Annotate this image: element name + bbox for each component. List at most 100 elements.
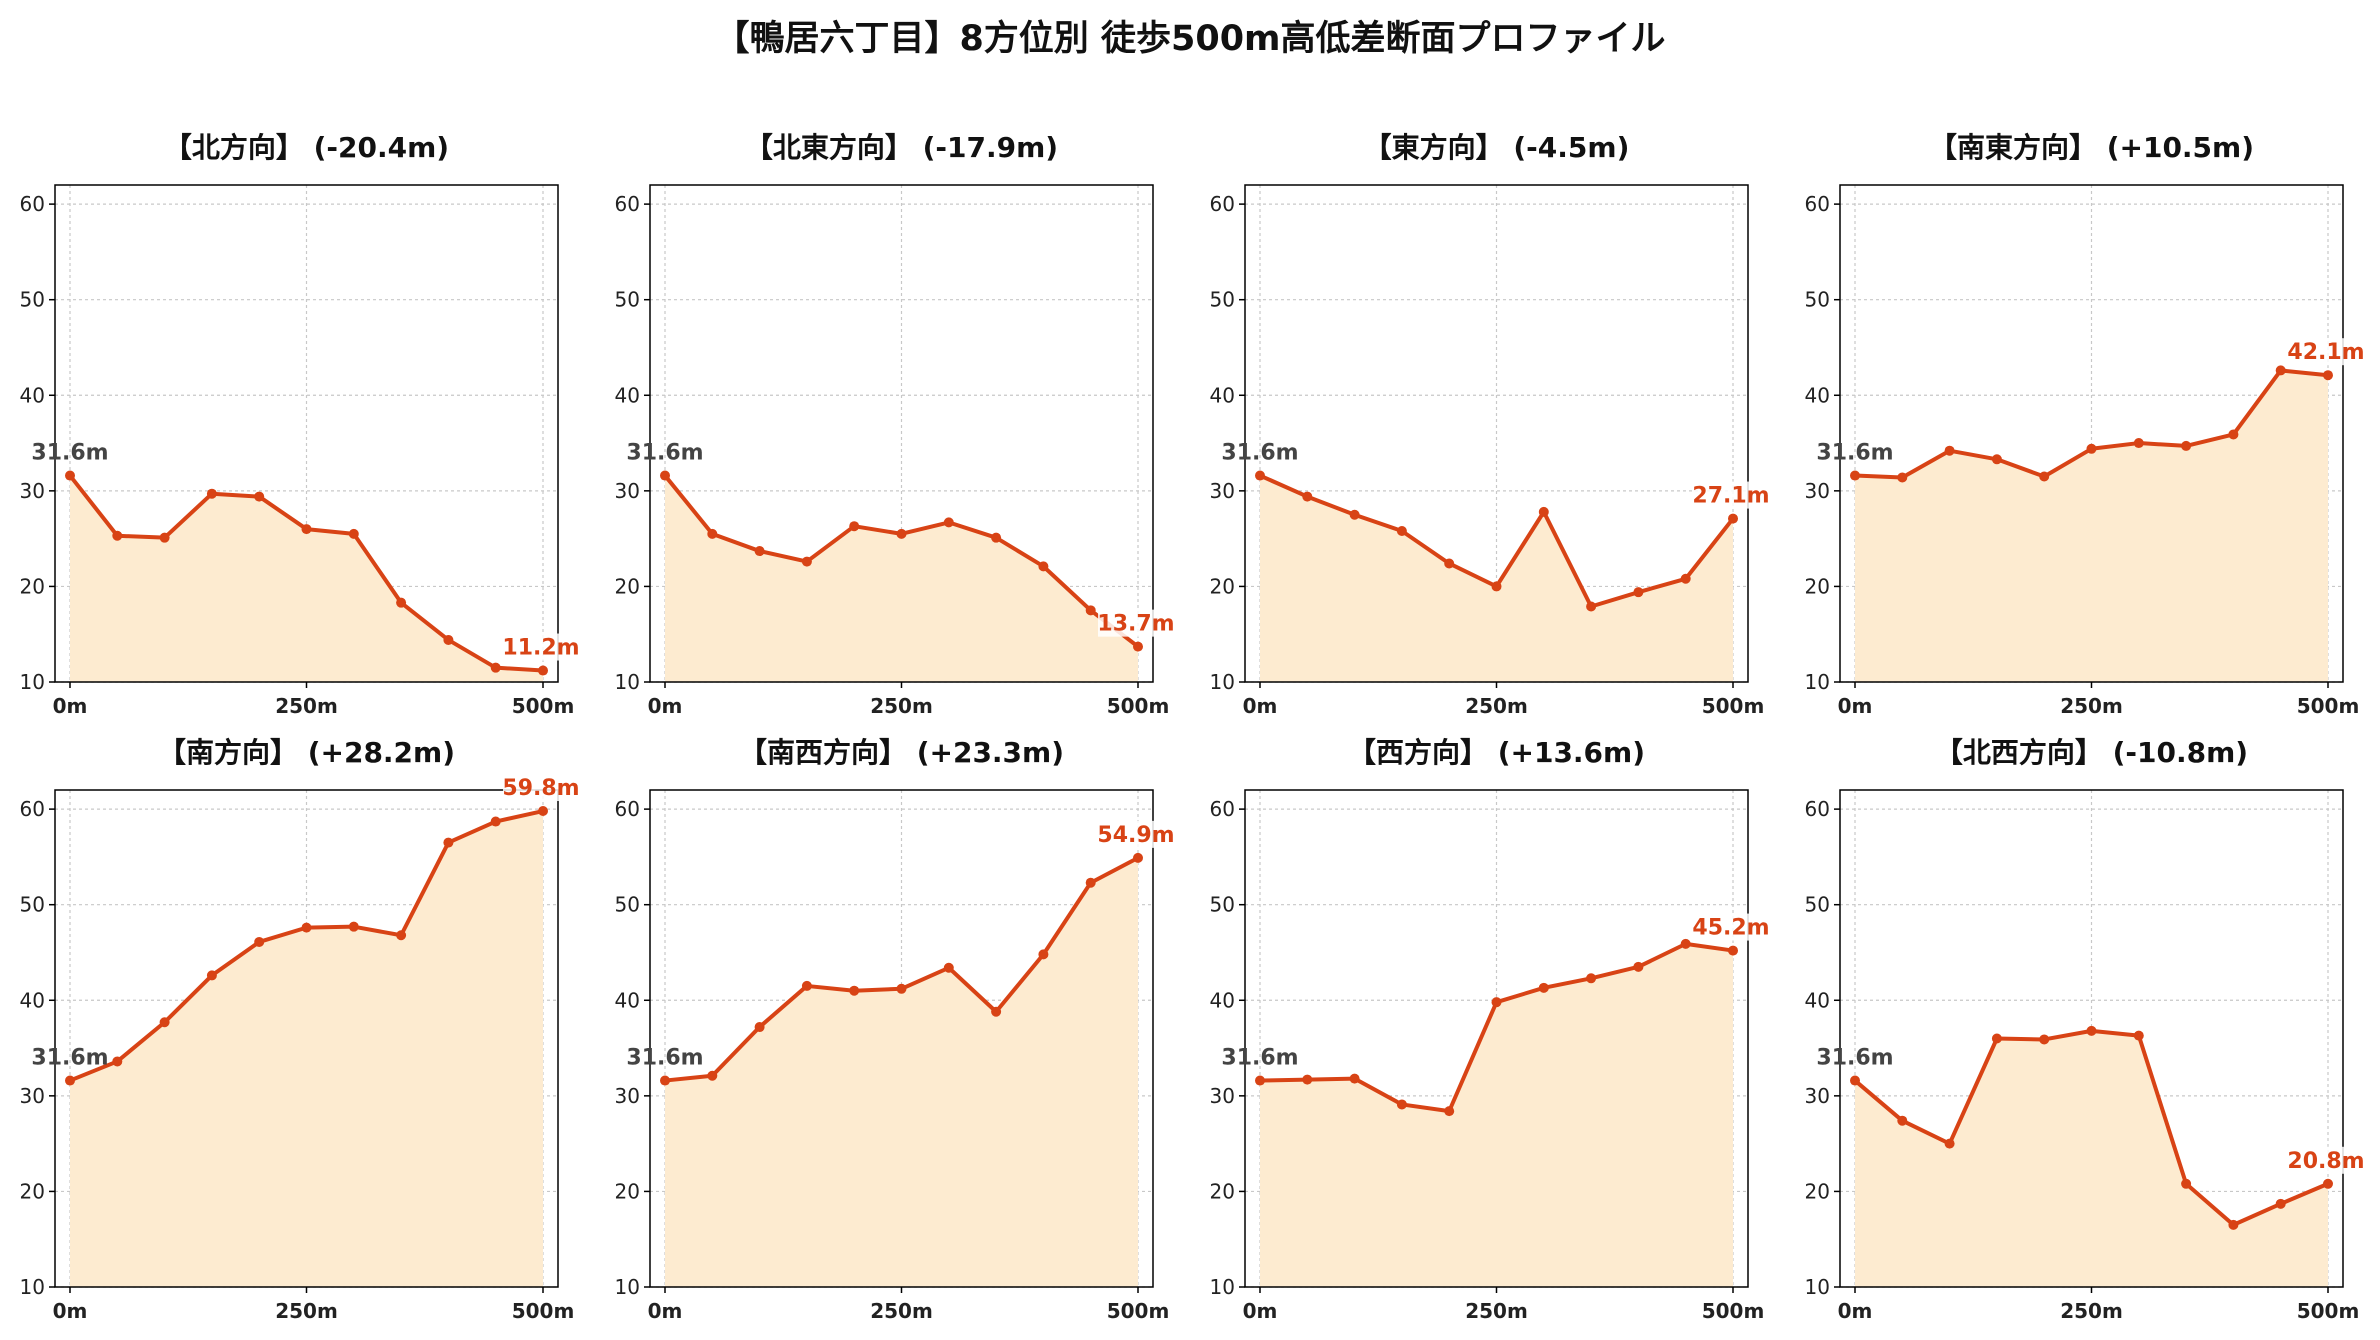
subplot-title: 【南方向】 (+28.2m): [158, 736, 455, 769]
y-tick-label: 20: [20, 574, 45, 598]
data-point: [538, 665, 548, 676]
y-tick-label: 30: [615, 1084, 640, 1108]
data-point: [2228, 429, 2239, 440]
data-point: [707, 1070, 718, 1081]
data-point: [1991, 454, 2002, 465]
data-point: [1038, 949, 1049, 960]
data-point: [538, 806, 548, 817]
y-tick-label: 50: [1805, 893, 1830, 917]
profile-area: [70, 475, 543, 682]
data-point: [754, 1022, 765, 1033]
x-tick-label: 250m: [2060, 1299, 2123, 1323]
data-point: [1944, 445, 1955, 456]
data-point: [254, 491, 265, 502]
y-tick-label: 10: [1805, 1275, 1830, 1299]
data-point: [2133, 438, 2144, 449]
end-label-background: [1693, 481, 1769, 509]
data-point: [1680, 573, 1691, 584]
data-point: [2323, 1178, 2333, 1189]
data-point: [1255, 470, 1265, 481]
subplot-title: 【西方向】 (+13.6m): [1348, 736, 1645, 769]
end-label-background: [503, 633, 579, 661]
end-label-background: [1098, 609, 1174, 637]
y-tick-label: 10: [20, 670, 45, 694]
data-point: [1991, 1033, 2002, 1044]
data-point: [707, 528, 718, 539]
data-point: [943, 517, 954, 528]
x-tick-label: 250m: [1465, 1299, 1528, 1323]
data-point: [2275, 365, 2286, 376]
y-tick-label: 30: [615, 479, 640, 503]
x-tick-label: 500m: [2297, 694, 2360, 718]
data-point: [896, 528, 907, 539]
x-tick-label: 0m: [648, 694, 683, 718]
start-elevation-label: 31.6m: [1221, 441, 1298, 466]
y-tick-label: 10: [1805, 670, 1830, 694]
data-point: [301, 524, 312, 535]
x-tick-label: 250m: [2060, 694, 2123, 718]
data-point: [2275, 1198, 2286, 1209]
data-point: [660, 1075, 670, 1086]
y-tick-label: 30: [20, 479, 45, 503]
data-point: [1897, 472, 1908, 483]
profile-area: [1855, 370, 2328, 682]
data-point: [206, 970, 217, 981]
start-elevation-label: 31.6m: [1816, 441, 1893, 466]
profile-area: [1260, 943, 1733, 1287]
subplot-4: 10 20 30 40 50 60 0m 250m 500m 【南方向】 (+28.2m) 31.6…: [20, 736, 580, 1323]
data-point: [490, 816, 501, 827]
x-tick-label: 250m: [275, 1299, 338, 1323]
y-tick-label: 20: [1805, 574, 1830, 598]
x-tick-label: 500m: [1702, 694, 1765, 718]
data-point: [849, 985, 860, 996]
data-point: [112, 530, 123, 541]
end-label-background: [2288, 1146, 2364, 1174]
data-point: [1444, 1106, 1455, 1117]
x-tick-label: 500m: [1702, 1299, 1765, 1323]
y-tick-label: 20: [615, 1179, 640, 1203]
data-point: [1897, 1115, 1908, 1126]
data-point: [754, 546, 765, 557]
end-elevation-label: 27.1m: [1692, 484, 1769, 509]
end-label-background: [1098, 820, 1174, 848]
data-point: [1586, 601, 1597, 612]
data-point: [1538, 982, 1549, 993]
x-tick-label: 0m: [53, 1299, 88, 1323]
subplot-5: 10 20 30 40 50 60 0m 250m 500m 【南西方向】 (+23.3m) 31.…: [615, 736, 1175, 1323]
y-tick-label: 20: [1805, 1179, 1830, 1203]
y-tick-label: 50: [20, 893, 45, 917]
data-point: [801, 556, 812, 567]
figure-title: 【鴨居六丁目】8方位別 徒歩500m高低差断面プロファイル: [714, 19, 1666, 59]
y-tick-label: 50: [1805, 288, 1830, 312]
data-point: [991, 532, 1002, 543]
subplot-0: 10 20 30 40 50 60 0m 250m 500m 【北方向】 (-20.4m) 31.6…: [20, 131, 580, 718]
x-tick-label: 0m: [1243, 1299, 1278, 1323]
data-point: [1944, 1138, 1955, 1149]
data-point: [301, 922, 312, 933]
data-point: [490, 662, 501, 673]
x-tick-label: 500m: [1107, 1299, 1170, 1323]
x-tick-label: 250m: [870, 694, 933, 718]
y-tick-label: 10: [20, 1275, 45, 1299]
subplot-title: 【北西方向】 (-10.8m): [1935, 736, 2248, 769]
end-elevation-label: 42.1m: [2287, 340, 2364, 365]
data-point: [896, 983, 907, 994]
data-point: [1850, 470, 1860, 481]
x-tick-label: 0m: [1243, 694, 1278, 718]
x-tick-label: 0m: [53, 694, 88, 718]
data-point: [2181, 1178, 2192, 1189]
data-point: [1633, 961, 1644, 972]
x-tick-label: 500m: [512, 1299, 575, 1323]
subplot-6: 10 20 30 40 50 60 0m 250m 500m 【西方向】 (+13.6m) 31.6…: [1210, 736, 1770, 1323]
y-tick-label: 60: [20, 192, 45, 216]
y-tick-label: 60: [615, 192, 640, 216]
data-point: [943, 962, 954, 973]
y-tick-label: 10: [615, 1275, 640, 1299]
y-tick-label: 10: [615, 670, 640, 694]
end-elevation-label: 45.2m: [1692, 916, 1769, 941]
y-tick-label: 10: [1210, 1275, 1235, 1299]
y-tick-label: 30: [1805, 1084, 1830, 1108]
y-tick-label: 60: [615, 797, 640, 821]
